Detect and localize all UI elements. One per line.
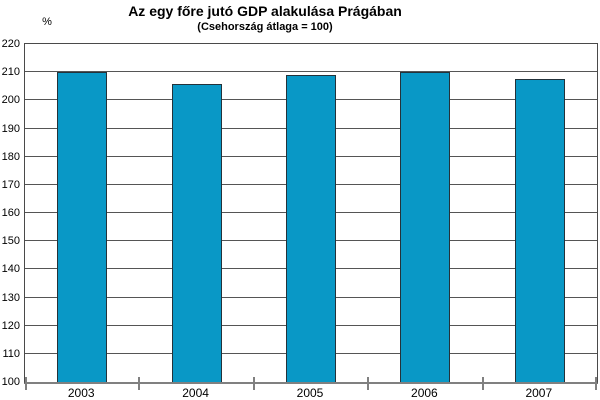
y-axis-tick-label-180: 180 bbox=[1, 150, 20, 163]
x-axis-label-2005: 2005 bbox=[296, 386, 324, 400]
x-axis-tick bbox=[25, 377, 27, 390]
chart-title: Az egy főre jutó GDP alakulása Prágában bbox=[128, 3, 402, 19]
x-axis-label-2003: 2003 bbox=[67, 386, 95, 400]
bar-2005 bbox=[286, 75, 336, 382]
x-axis-label-2007: 2007 bbox=[525, 386, 553, 400]
y-axis-tick-label-160: 160 bbox=[1, 207, 20, 219]
bar-2004 bbox=[171, 83, 222, 382]
y-axis-tick-label-120: 120 bbox=[1, 319, 20, 332]
x-axis-tick bbox=[252, 377, 255, 390]
x-axis-label-2006: 2006 bbox=[411, 386, 438, 400]
y-axis-tick-label-220: 220 bbox=[1, 38, 20, 50]
gridline-210 bbox=[25, 71, 597, 73]
y-axis-tick-label-170: 170 bbox=[1, 178, 20, 191]
y-axis-tick-label-110: 110 bbox=[2, 347, 20, 360]
y-axis-tick-label-130: 130 bbox=[1, 291, 20, 304]
y-axis-tick-label-140: 140 bbox=[1, 263, 20, 276]
y-axis-tick-label-150: 150 bbox=[1, 235, 20, 248]
bar-2007 bbox=[514, 78, 565, 382]
y-axis-tick-label-100: 100 bbox=[1, 376, 20, 388]
x-axis-labels: 2003 2004 2005 2006 2007 bbox=[24, 386, 598, 400]
y-axis-tick-label-190: 190 bbox=[1, 122, 20, 135]
bar-2006 bbox=[400, 72, 451, 382]
x-axis-tick bbox=[481, 377, 484, 390]
y-axis-tick-label-210: 210 bbox=[1, 66, 20, 79]
y-axis-unit-label: % bbox=[42, 16, 52, 28]
plot-area bbox=[24, 43, 598, 390]
y-axis-tick-label-200: 200 bbox=[1, 94, 20, 107]
bar-2003 bbox=[57, 72, 108, 382]
chart-subtitle: (Csehország átlaga = 100) bbox=[197, 21, 333, 33]
x-axis-label-2004: 2004 bbox=[182, 386, 209, 400]
x-axis-tick bbox=[367, 377, 370, 390]
x-axis-tick bbox=[138, 377, 141, 390]
x-axis-tick bbox=[595, 377, 597, 390]
